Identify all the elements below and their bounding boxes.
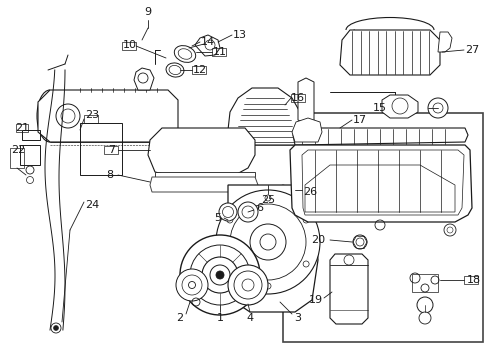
Bar: [84, 115, 98, 123]
Polygon shape: [438, 32, 452, 52]
Text: 7: 7: [108, 145, 116, 155]
Text: 8: 8: [106, 170, 114, 180]
Ellipse shape: [178, 49, 192, 59]
Text: 22: 22: [11, 145, 25, 155]
Polygon shape: [134, 68, 154, 90]
Text: 5: 5: [215, 213, 221, 223]
Polygon shape: [292, 118, 322, 142]
Bar: [104, 146, 118, 154]
Text: 20: 20: [311, 235, 325, 245]
Text: 26: 26: [303, 187, 317, 197]
Bar: [80, 123, 122, 175]
Circle shape: [56, 104, 80, 128]
Circle shape: [176, 269, 208, 301]
Polygon shape: [38, 90, 178, 142]
Bar: [16, 124, 28, 132]
Circle shape: [353, 235, 367, 249]
Bar: [192, 66, 206, 74]
Polygon shape: [290, 145, 472, 222]
Circle shape: [417, 297, 433, 313]
Circle shape: [53, 325, 58, 330]
Polygon shape: [293, 128, 468, 145]
Text: 1: 1: [217, 313, 223, 323]
Bar: [283, 113, 483, 342]
Text: 12: 12: [193, 65, 207, 75]
Text: 6: 6: [256, 203, 264, 213]
Bar: [20, 145, 40, 165]
Text: 23: 23: [85, 110, 99, 120]
Circle shape: [216, 271, 224, 279]
Polygon shape: [225, 145, 310, 192]
Circle shape: [180, 235, 260, 315]
Bar: [412, 274, 438, 292]
Text: 11: 11: [213, 47, 227, 57]
Text: 18: 18: [467, 275, 481, 285]
Bar: [10, 148, 24, 168]
Text: 9: 9: [145, 7, 151, 17]
Circle shape: [228, 265, 268, 305]
Bar: [291, 94, 305, 102]
Polygon shape: [148, 128, 255, 175]
Polygon shape: [330, 254, 368, 324]
Text: 16: 16: [291, 93, 305, 103]
Polygon shape: [296, 120, 318, 142]
Text: 10: 10: [123, 40, 137, 50]
Bar: [22, 130, 40, 140]
Polygon shape: [228, 88, 302, 145]
Text: 24: 24: [85, 200, 99, 210]
Text: 27: 27: [465, 45, 479, 55]
Circle shape: [250, 224, 286, 260]
Text: 17: 17: [353, 115, 367, 125]
Text: 21: 21: [15, 123, 29, 133]
Text: 4: 4: [246, 313, 253, 323]
Polygon shape: [155, 172, 255, 177]
Ellipse shape: [174, 46, 196, 62]
Circle shape: [444, 224, 456, 236]
Polygon shape: [195, 35, 220, 56]
Bar: [464, 276, 478, 284]
Text: 15: 15: [373, 103, 387, 113]
Polygon shape: [298, 78, 314, 124]
Circle shape: [216, 190, 320, 294]
Circle shape: [428, 98, 448, 118]
Bar: [122, 42, 136, 50]
Text: 3: 3: [294, 313, 301, 323]
Text: 25: 25: [261, 195, 275, 205]
Text: 14: 14: [201, 37, 215, 47]
Circle shape: [238, 202, 258, 222]
Circle shape: [219, 203, 237, 221]
Text: 2: 2: [176, 313, 184, 323]
Polygon shape: [340, 30, 440, 75]
Ellipse shape: [166, 63, 184, 77]
Polygon shape: [382, 95, 418, 118]
Text: 13: 13: [233, 30, 247, 40]
Circle shape: [202, 257, 238, 293]
Bar: [212, 48, 226, 56]
Polygon shape: [272, 185, 296, 197]
Polygon shape: [228, 185, 318, 312]
Text: 19: 19: [309, 295, 323, 305]
Polygon shape: [150, 177, 258, 192]
Circle shape: [419, 312, 431, 324]
